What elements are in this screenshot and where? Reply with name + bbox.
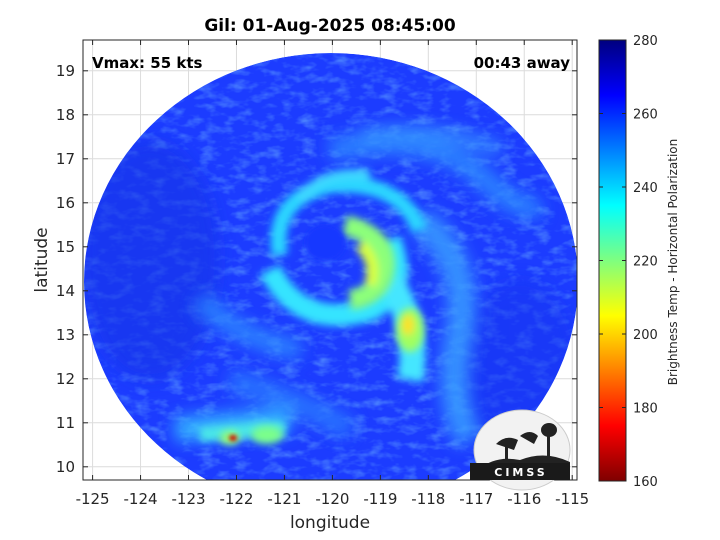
x-tick-label: -118 (411, 490, 445, 508)
y-tick-label: 15 (56, 238, 75, 256)
colorbar-tick-label: 180 (633, 402, 658, 417)
plot-title: Gil: 01-Aug-2025 08:45:00 (204, 16, 455, 36)
y-axis-label: latitude (32, 227, 52, 292)
colorbar-tick-label: 240 (633, 181, 658, 196)
colorbar-tick-label: 200 (633, 328, 658, 343)
y-tick-label: 19 (56, 62, 75, 80)
y-tick-label: 10 (56, 458, 75, 476)
y-tick-label: 17 (56, 150, 75, 168)
microwave-swath-image (84, 53, 577, 480)
colorbar-tick-label: 160 (633, 475, 658, 490)
colorbar-tick-label: 280 (633, 34, 658, 49)
axes-frame (82, 39, 578, 481)
x-tick-label: -120 (315, 490, 349, 508)
colorbar-tick-label: 220 (633, 255, 658, 270)
y-tick-label: 11 (56, 414, 75, 432)
x-tick-label: -122 (219, 490, 253, 508)
x-tick-label: -115 (555, 490, 589, 508)
colorbar: 160 180 200 220 240 260 280 Brightness Temp - … (598, 34, 680, 490)
colorbar-gradient (598, 39, 627, 482)
x-tick-label: -123 (171, 490, 205, 508)
y-tick-label: 13 (56, 326, 75, 344)
colorbar-ticks: 160 180 200 220 240 260 280 (599, 34, 658, 490)
x-tick-label: -121 (267, 490, 301, 508)
x-tick-label: -117 (459, 490, 493, 508)
x-tick-label: -119 (363, 490, 397, 508)
x-axis-label: longitude (290, 513, 370, 533)
colorbar-tick-label: 260 (633, 108, 658, 123)
time-away-annotation: 00:43 away (474, 54, 571, 72)
x-axis: -125 -124 -123 -122 -121 -120 -119 -118 -117 -116… (76, 40, 589, 508)
colorbar-label: Brightness Temp - Horizontal Polarizatio… (666, 139, 680, 386)
logo-text: CIMSS (494, 466, 547, 479)
y-tick-label: 12 (56, 370, 75, 388)
x-tick-label: -116 (507, 490, 541, 508)
y-tick-label: 18 (56, 106, 75, 124)
vmax-annotation: Vmax: 55 kts (92, 54, 202, 72)
y-axis: 10 11 12 13 14 15 16 17 18 19 (56, 62, 577, 476)
y-tick-label: 16 (56, 194, 75, 212)
x-tick-label: -124 (124, 490, 158, 508)
x-tick-label: -125 (76, 490, 110, 508)
y-tick-label: 14 (56, 282, 75, 300)
cimss-logo: CIMSS (470, 409, 571, 491)
